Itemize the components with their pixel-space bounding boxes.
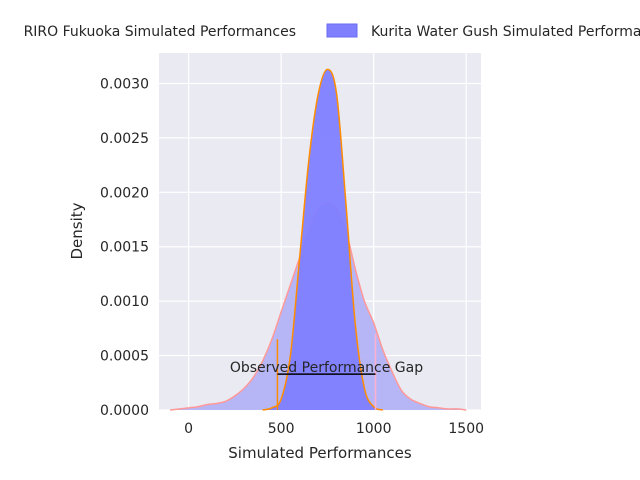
y-tick-label-2: 0.0010: [100, 294, 149, 310]
y-tick-label-0: 0.0000: [100, 403, 149, 419]
legend-label-riro: RIRO Fukuoka Simulated Performances: [24, 24, 296, 40]
y-axis-ticks: 0.0000 0.0005 0.0010 0.0015 0.0020 0.0025 0.00…: [100, 76, 149, 419]
y-tick-label-4: 0.0020: [100, 185, 149, 201]
series-1-area: [262, 69, 383, 410]
x-axis-label: Simulated Performances: [228, 444, 412, 462]
x-axis-ticks: 0 500 1000 1500: [184, 421, 484, 437]
x-tick-label-3: 1500: [448, 421, 484, 437]
x-tick-label-1: 500: [268, 421, 295, 437]
gap-annotation: Observed Performance Gap: [230, 360, 423, 376]
legend-label-kurita: Kurita Water Gush Simulated Performances: [371, 24, 640, 40]
y-tick-label-1: 0.0005: [100, 349, 149, 365]
gap-label: Observed Performance Gap: [230, 360, 423, 376]
y-tick-label-6: 0.0030: [100, 76, 149, 92]
y-tick-label-3: 0.0015: [100, 240, 149, 256]
x-tick-label-2: 1000: [356, 421, 392, 437]
y-tick-label-5: 0.0025: [100, 131, 149, 147]
y-axis-label: Density: [68, 202, 86, 259]
x-tick-label-0: 0: [184, 421, 193, 437]
legend-swatch-kurita: [326, 23, 358, 38]
legend: RIRO Fukuoka Simulated Performances Kuri…: [24, 23, 640, 40]
